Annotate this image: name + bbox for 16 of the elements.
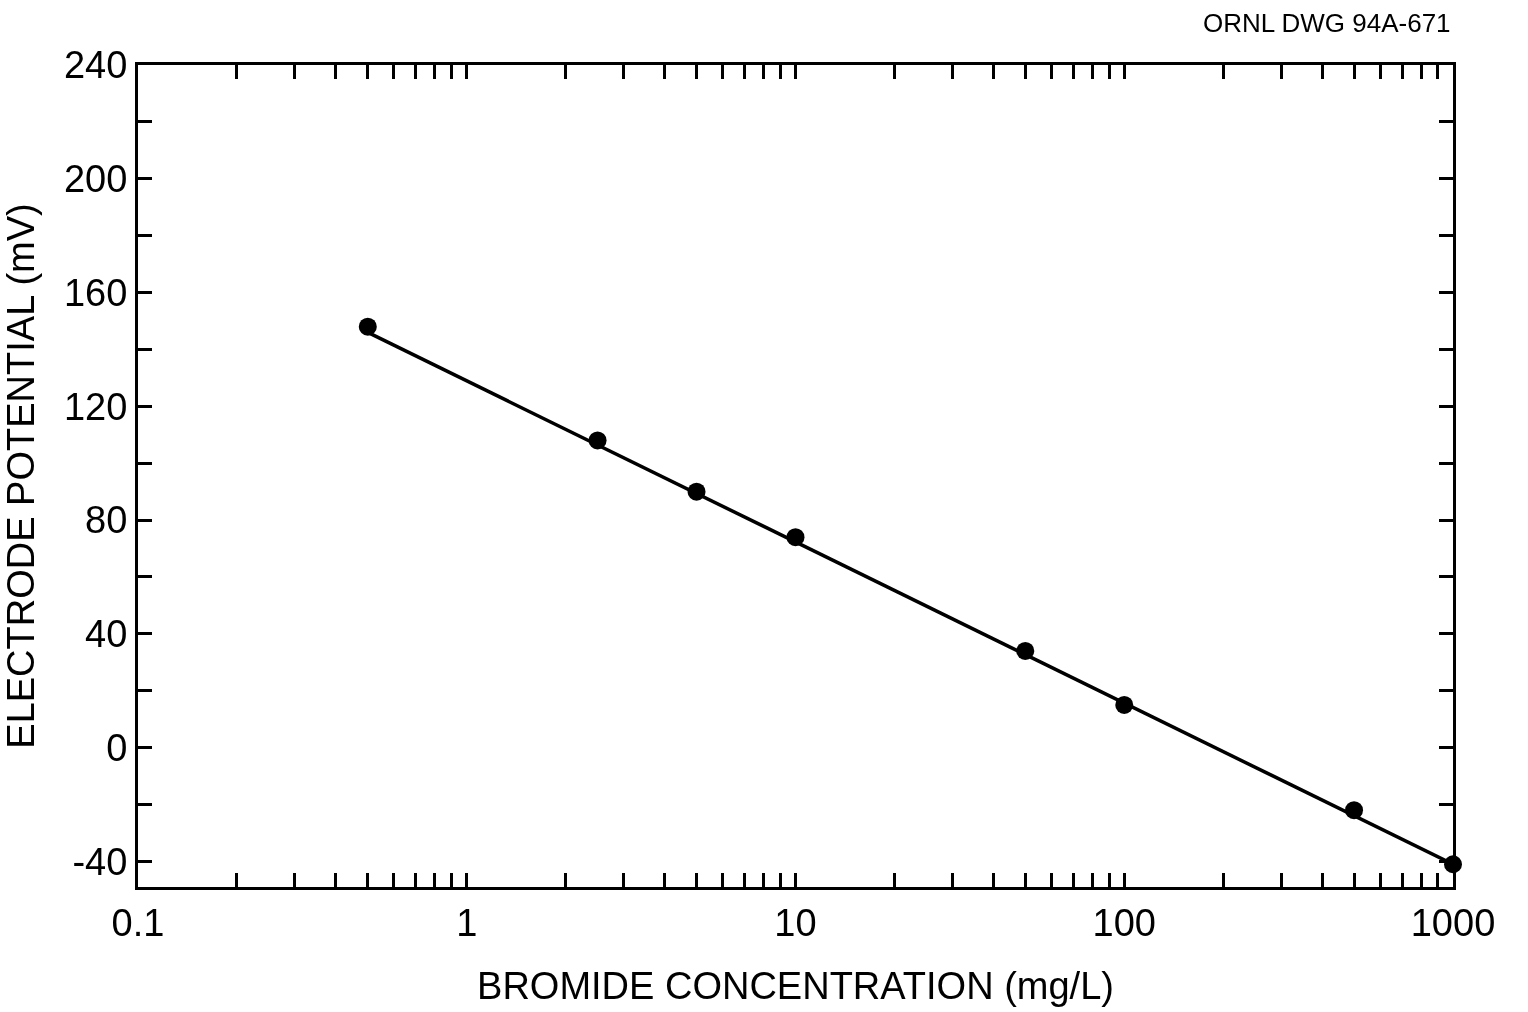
x-tick-label: 10 — [774, 901, 817, 944]
y-tick-label: 120 — [63, 385, 128, 428]
y-tick-label: 40 — [85, 613, 128, 656]
x-axis-title: BROMIDE CONCENTRATION (mg/L) — [477, 964, 1114, 1007]
y-tick-label: 0 — [106, 726, 128, 769]
y-axis-title: ELECTRODE POTENTIAL (mV) — [0, 203, 42, 749]
y-tick-label: 160 — [63, 271, 128, 314]
y-tick-label: 240 — [63, 44, 128, 87]
y-tick-label: 80 — [85, 499, 128, 542]
x-tick-label: 0.1 — [111, 901, 165, 944]
y-tick-label: 200 — [63, 158, 128, 201]
text: ORNL DWG 94A-671 — [1203, 8, 1451, 38]
y-tick-label: -40 — [72, 840, 128, 883]
x-tick-label: 1 — [456, 901, 478, 944]
x-tick-label: 1000 — [1410, 901, 1496, 944]
x-tick-label: 100 — [1092, 901, 1156, 944]
